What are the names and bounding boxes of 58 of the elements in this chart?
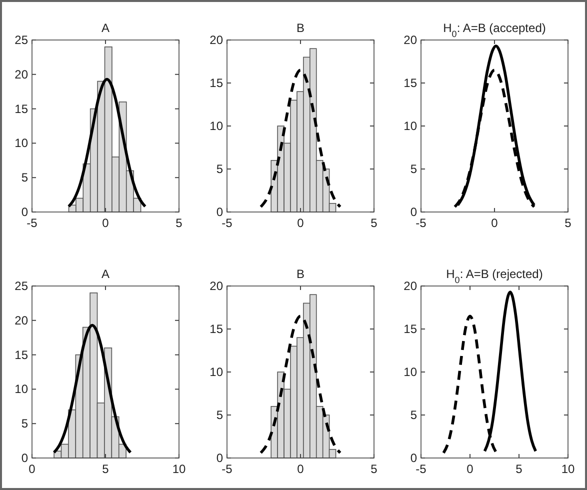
x-tick-label: 5 (516, 462, 523, 476)
y-tick-label: 0 (410, 205, 418, 219)
x-tick-label: -5 (222, 216, 233, 230)
y-tick-label: 0 (216, 451, 224, 465)
y-tick-label: 15 (404, 76, 418, 90)
line-series (259, 68, 342, 208)
x-tick-label: 5 (564, 216, 572, 230)
y-tick-label: 20 (210, 33, 224, 47)
y-tick-label: 5 (21, 416, 28, 431)
chart-title: H$_{0}$: A=B (accepted) (443, 21, 546, 39)
y-tick-label: 15 (14, 102, 28, 116)
x-tick-label: 5 (370, 462, 378, 476)
y-tick-label: 10 (210, 365, 224, 379)
chart-title: H$_{0}$: A=B (rejected) (446, 267, 543, 285)
x-tick-label: 5 (370, 216, 378, 230)
y-tick-label: 10 (404, 119, 418, 133)
x-tick-label: 10 (172, 462, 186, 476)
x-tick-label: 0 (102, 216, 110, 230)
x-tick-label: 0 (297, 216, 304, 230)
y-tick-label: 15 (14, 348, 28, 362)
y-tick-label: 25 (14, 33, 28, 47)
y-tick-label: 20 (404, 33, 418, 47)
x-tick-label: -5 (222, 462, 233, 476)
y-tick-label: 0 (21, 205, 28, 219)
y-tick-label: 10 (14, 136, 28, 150)
y-tick-label: 5 (410, 408, 418, 422)
y-tick-label: 15 (210, 76, 224, 90)
line-series (259, 314, 342, 454)
x-tick-label: 5 (102, 462, 110, 476)
y-tick-label: 10 (210, 119, 224, 133)
y-tick-label: 10 (14, 382, 28, 396)
y-tick-label: 0 (410, 451, 418, 465)
x-tick-label: -5 (26, 216, 38, 230)
y-tick-label: 25 (14, 279, 28, 293)
chart-title: B (296, 267, 305, 281)
x-tick-label: 5 (176, 216, 183, 230)
y-tick-label: 5 (410, 162, 418, 176)
y-tick-label: 15 (404, 322, 418, 336)
x-tick-label: 10 (561, 462, 575, 476)
y-tick-label: 5 (216, 408, 224, 422)
y-tick-label: 20 (210, 279, 224, 293)
y-tick-label: 20 (14, 67, 28, 82)
x-tick-label: 0 (466, 462, 474, 476)
y-tick-label: 0 (216, 205, 224, 219)
x-tick-label: 0 (491, 216, 498, 230)
y-tick-label: 15 (210, 322, 224, 336)
y-tick-label: 10 (404, 365, 418, 379)
x-tick-label: -5 (416, 216, 427, 230)
y-tick-label: 5 (21, 170, 28, 185)
chart-title: B (296, 21, 305, 35)
chart-title: A (101, 21, 110, 35)
x-tick-label: -5 (416, 462, 427, 476)
y-tick-label: 0 (21, 451, 28, 465)
y-tick-label: 5 (216, 162, 224, 176)
chart-title: A (101, 267, 110, 281)
x-tick-label: 0 (297, 462, 304, 476)
y-tick-label: 20 (404, 279, 418, 293)
y-tick-label: 20 (14, 313, 28, 328)
